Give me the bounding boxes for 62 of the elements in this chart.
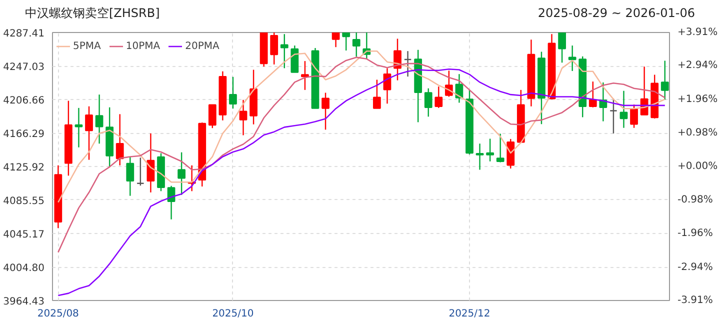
candlestick [610,98,618,134]
y2-tick-label: +2.94% [678,60,718,72]
y-tick-label: 3964.43 [3,296,45,308]
candlestick [588,80,597,108]
chart-title: 中汉螺纹钢卖空[ZHSRB] [25,5,160,22]
y2-tick-label: -3.91% [678,295,713,306]
y2-tick-label: -0.98% [678,194,713,206]
y2-tick-label: +1.96% [678,94,718,105]
x-tick-label: 2025/12 [448,308,490,320]
y-tick-label: 4004.80 [3,263,45,274]
y2-tick-label: -1.96% [678,228,713,240]
candlestick [74,107,83,148]
legend-label: 20PMA [185,40,220,52]
x-tick-label: 2025/10 [212,308,254,320]
candlestick [116,114,124,166]
candlestick [630,104,638,128]
candlestick [424,88,432,118]
candlestick [620,90,628,128]
candlestick [126,156,134,196]
x-tick-label: 2025/08 [37,308,79,320]
y-tick-label: 4085.55 [3,196,45,207]
candlestick [290,44,299,73]
candlestick [239,99,248,136]
y-tick-label: 4045.17 [3,230,45,241]
candlestick [660,60,669,100]
candlestick [486,138,494,162]
candlestick [372,79,381,109]
candlestick [558,32,566,64]
candlestick [136,157,144,186]
candlestick [229,76,237,110]
chart-subtitle: 2025-08-29 ~ 2026-01-06 [538,5,695,22]
candlestick [506,138,515,170]
candlestick [394,38,402,81]
candlestick [352,32,360,58]
candlestick [95,94,104,144]
candlestick [342,32,350,52]
candlestick [301,60,309,91]
candlestick [322,92,330,130]
candlestick [568,44,576,72]
candlestick [178,152,186,196]
candlestick [444,70,453,98]
y-tick-label: 4206.66 [3,96,45,107]
y-tick-label: 4125.92 [3,162,45,174]
y2-tick-label: +0.00% [678,161,718,172]
candlestick [476,143,484,170]
line-series [58,68,666,296]
legend-label: 5PMA [73,40,101,52]
y-tick-label: 4287.41 [3,28,45,40]
candlestick [332,32,340,48]
legend-label: 10PMA [126,40,160,52]
candlestick [208,104,216,129]
y2-tick-label: +3.91% [678,27,718,38]
y2-tick-label: +0.98% [678,127,718,138]
y-tick-label: 4166.29 [3,129,45,140]
y2-tick-label: -2.94% [678,262,713,273]
candlestick [496,133,504,163]
candlestick [85,106,93,160]
candlestick [280,33,288,69]
y-tick-label: 4247.03 [3,62,45,74]
candlestick [434,86,443,109]
candlestick [404,50,412,78]
candlestick [270,32,278,66]
